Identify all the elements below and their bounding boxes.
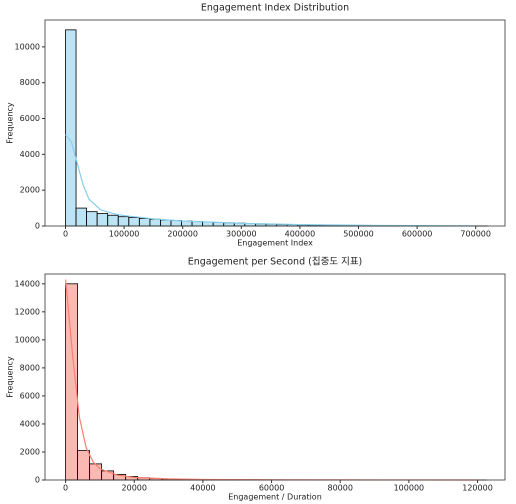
bar xyxy=(128,217,140,227)
bar xyxy=(117,216,130,227)
x-tick-label: 0 xyxy=(63,484,68,493)
x-tick-label: 600000 xyxy=(402,230,433,239)
x-tick-label: 80000 xyxy=(327,484,352,493)
y-tick-label: 6000 xyxy=(20,391,40,400)
y-tick-label: 6000 xyxy=(20,114,40,123)
bar xyxy=(96,213,109,227)
bar xyxy=(107,214,119,227)
y-tick-label: 10000 xyxy=(15,335,40,344)
y-tick-label: 2000 xyxy=(20,186,40,195)
plot-frame xyxy=(44,19,506,227)
plot-frame xyxy=(44,273,506,481)
y-tick-label: 0 xyxy=(35,222,40,231)
y-tick-label: 4000 xyxy=(20,419,40,428)
x-tick-label: 0 xyxy=(63,230,68,239)
x-axis-label: Engagement / Duration xyxy=(228,493,322,502)
y-tick-label: 10000 xyxy=(15,42,40,51)
bar xyxy=(89,463,103,481)
y-tick-label: 8000 xyxy=(20,363,40,372)
y-tick-label: 4000 xyxy=(20,150,40,159)
y-axis-label: Frequency xyxy=(6,356,15,398)
x-tick-label: 100000 xyxy=(109,230,140,239)
bar xyxy=(149,218,161,227)
y-tick-label: 0 xyxy=(35,476,40,485)
x-tick-label: 100000 xyxy=(394,484,425,493)
bar xyxy=(65,29,77,227)
chart-title: Engagement Index Distribution xyxy=(201,3,349,14)
bar xyxy=(160,219,172,227)
x-tick-label: 20000 xyxy=(122,484,147,493)
x-tick-label: 200000 xyxy=(167,230,198,239)
kde-line xyxy=(64,279,478,481)
y-axis-label: Frequency xyxy=(6,102,15,144)
x-tick-label: 60000 xyxy=(259,484,284,493)
bar xyxy=(86,211,98,227)
y-tick-label: 14000 xyxy=(15,279,40,288)
x-tick-label: 500000 xyxy=(343,230,374,239)
y-tick-label: 8000 xyxy=(20,78,40,87)
kde-line xyxy=(65,134,476,227)
x-tick-label: 700000 xyxy=(460,230,491,239)
y-tick-label: 12000 xyxy=(15,307,40,316)
bar xyxy=(75,207,88,227)
x-axis-label: Engagement Index xyxy=(237,239,313,248)
x-tick-label: 400000 xyxy=(285,230,316,239)
chart-title: Engagement per Second (집중도 지표) xyxy=(188,256,363,268)
x-tick-label: 40000 xyxy=(190,484,215,493)
bar xyxy=(138,218,151,227)
x-tick-label: 120000 xyxy=(462,484,493,493)
bar xyxy=(77,450,91,481)
x-tick-label: 300000 xyxy=(226,230,257,239)
y-tick-label: 2000 xyxy=(20,447,40,456)
